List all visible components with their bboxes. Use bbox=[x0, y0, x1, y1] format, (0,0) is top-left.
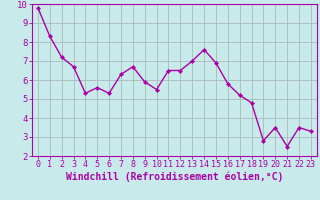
X-axis label: Windchill (Refroidissement éolien,°C): Windchill (Refroidissement éolien,°C) bbox=[66, 172, 283, 182]
